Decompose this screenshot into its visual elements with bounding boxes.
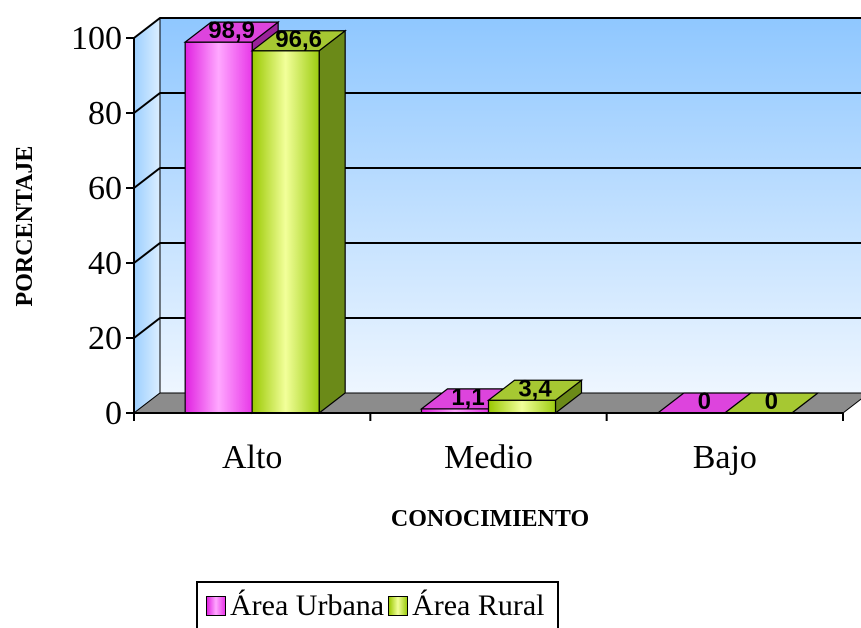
legend-label-rural: Área Rural: [412, 588, 545, 622]
bar-front: [184, 41, 253, 414]
gridline: [133, 167, 861, 189]
legend-item-rural: Área Rural: [388, 588, 545, 623]
legend-swatch-urbana: [206, 595, 226, 616]
x-axis-title: CONOCIMIENTO: [391, 506, 589, 532]
legend-label-urbana: Área Urbana: [230, 588, 385, 622]
gridlines: [133, 17, 861, 339]
y-tick-label: 40: [88, 245, 122, 282]
data-label: 96,6: [275, 26, 322, 53]
bar: [486, 379, 584, 415]
data-label: 0: [765, 388, 778, 415]
y-tick-label: 80: [88, 95, 122, 132]
y-tick-label: 100: [71, 20, 122, 57]
bar-top: [486, 379, 584, 401]
bar-top: [183, 21, 280, 43]
y-tick-label: 20: [88, 320, 122, 357]
bars: 98,9 96,6 1,1 3,4 0 0: [183, 17, 820, 415]
bar-top: [250, 30, 347, 52]
gridline: [133, 242, 861, 264]
bar-front: [251, 50, 320, 414]
data-label: 0: [698, 388, 711, 415]
side-wall: [133, 16, 161, 415]
legend-swatch-rural: [388, 595, 409, 616]
y-axis-title: PORCENTAJE: [12, 146, 38, 307]
gridline: [133, 317, 861, 339]
data-label: 1,1: [451, 384, 484, 411]
data-label: 3,4: [518, 375, 552, 402]
bar-side: [318, 29, 346, 415]
y-tick-label: 60: [88, 170, 122, 207]
bar: [250, 29, 347, 415]
x-tick-label: Alto: [222, 439, 282, 476]
axes: 0 20 40 60 80 100 Alto Medio Bajo: [71, 20, 844, 476]
data-label: 98,9: [208, 17, 255, 44]
gridline: [133, 92, 861, 114]
x-tick-label: Medio: [444, 439, 533, 476]
y-tick-label: 0: [105, 395, 122, 432]
legend: Área Urbana Área Rural: [196, 581, 559, 628]
x-tick-label: Bajo: [693, 439, 757, 476]
legend-item-urbana: Área Urbana: [206, 589, 384, 623]
gridline: [133, 17, 861, 39]
